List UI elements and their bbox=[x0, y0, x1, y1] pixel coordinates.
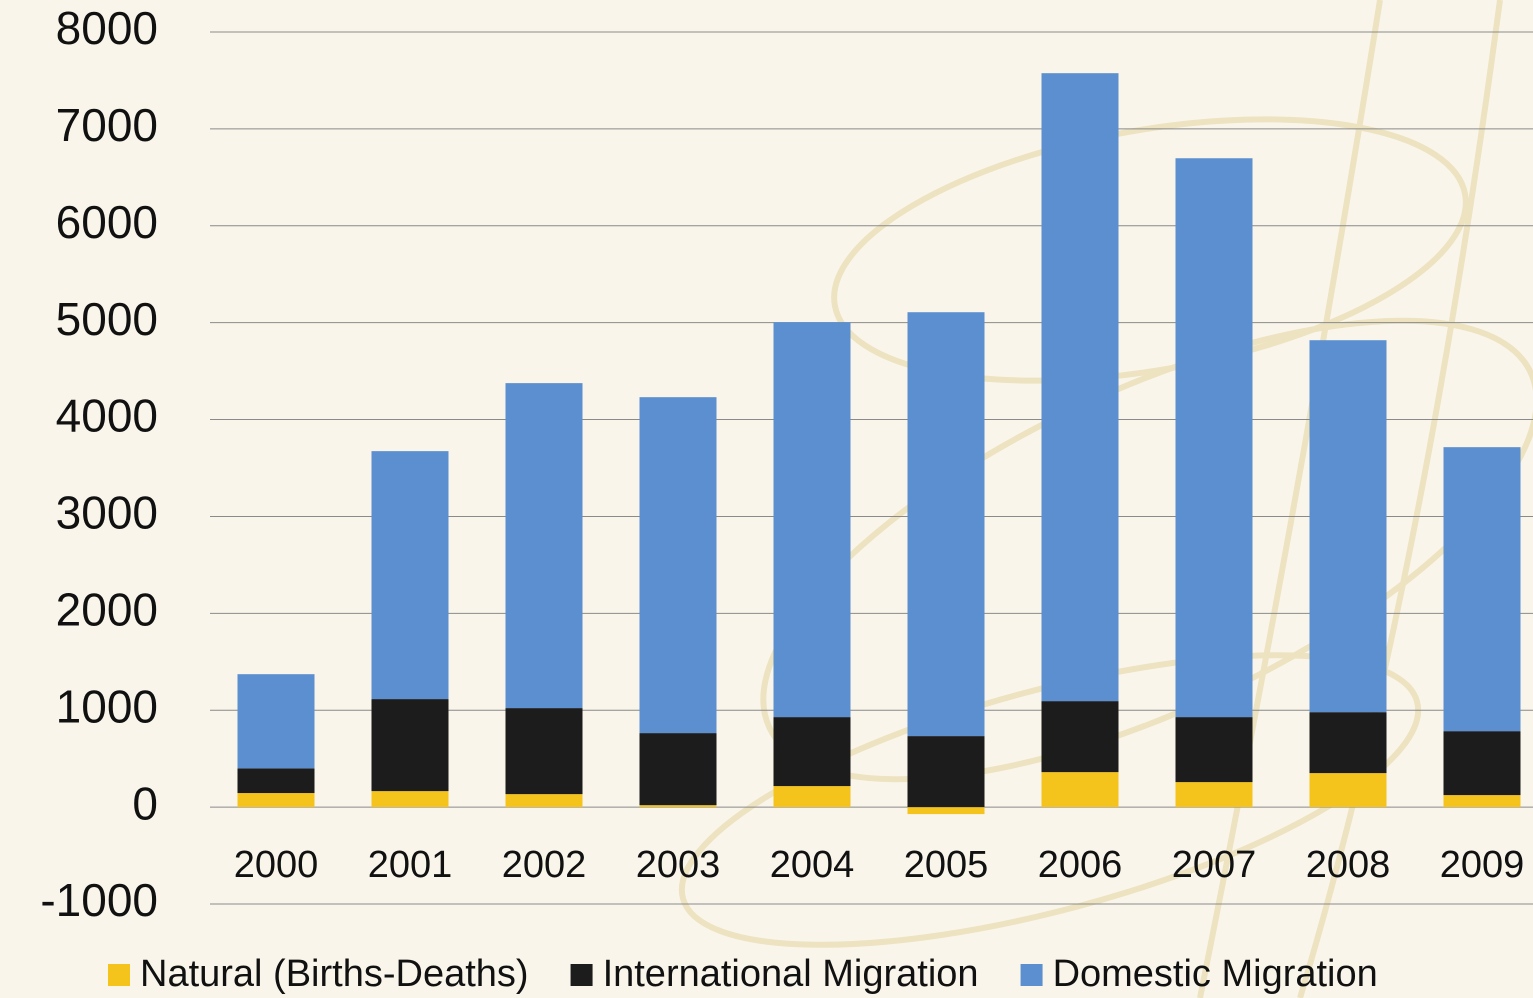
y-tick-label: 0 bbox=[132, 777, 158, 829]
y-tick-label: 4000 bbox=[56, 390, 158, 442]
x-tick-label: 2009 bbox=[1440, 844, 1525, 886]
bar-segment bbox=[237, 674, 315, 769]
bar-segment bbox=[1309, 773, 1387, 808]
bar-segment bbox=[505, 708, 583, 795]
legend-swatch bbox=[570, 964, 593, 986]
bar-segment bbox=[1443, 447, 1521, 732]
bar-segment bbox=[639, 397, 717, 734]
x-tick-label: 2003 bbox=[636, 844, 721, 886]
x-tick-label: 2007 bbox=[1172, 844, 1257, 886]
bar-segment bbox=[907, 736, 985, 808]
bar-segment bbox=[1175, 717, 1253, 783]
y-tick-label: 1000 bbox=[56, 680, 158, 732]
bar-segment bbox=[1443, 795, 1521, 808]
x-tick-label: 2008 bbox=[1306, 844, 1391, 886]
bar-segment bbox=[1041, 73, 1119, 702]
bar-segment bbox=[1041, 772, 1119, 808]
bar-segment bbox=[1175, 782, 1253, 808]
bar-segment bbox=[907, 807, 985, 815]
x-tick-label: 2006 bbox=[1038, 844, 1123, 886]
legend-label: Domestic Migration bbox=[1053, 953, 1378, 995]
y-tick-label: 3000 bbox=[56, 487, 158, 539]
bar-segment bbox=[1041, 701, 1119, 773]
bar-segment bbox=[1443, 731, 1521, 796]
legend-swatch bbox=[108, 964, 130, 986]
x-tick-label: 2001 bbox=[368, 844, 453, 886]
y-tick-label: 6000 bbox=[56, 196, 158, 248]
y-tick-label: 5000 bbox=[56, 293, 158, 345]
y-tick-label: 8000 bbox=[56, 2, 158, 54]
x-tick-label: 2004 bbox=[770, 844, 855, 886]
bar-segment bbox=[237, 768, 315, 794]
bar-segment bbox=[773, 322, 851, 718]
legend-swatch bbox=[1020, 964, 1043, 986]
bar-segment bbox=[1309, 712, 1387, 774]
bar-segment bbox=[371, 791, 449, 808]
x-tick-label: 2002 bbox=[502, 844, 587, 886]
x-tick-label: 2005 bbox=[904, 844, 989, 886]
bar-segment bbox=[639, 805, 717, 808]
bar-segment bbox=[505, 383, 583, 709]
bar-segment bbox=[773, 786, 851, 808]
bar-segment bbox=[371, 699, 449, 792]
bar-segment bbox=[371, 451, 449, 700]
bar-segment bbox=[907, 312, 985, 737]
bar-segment bbox=[237, 793, 315, 808]
bar-segment bbox=[1309, 340, 1387, 713]
bar-segment bbox=[639, 733, 717, 806]
bar-segment bbox=[773, 717, 851, 787]
y-tick-label: -1000 bbox=[40, 874, 158, 926]
bar-segment bbox=[505, 794, 583, 808]
x-tick-label: 2000 bbox=[234, 844, 319, 886]
y-tick-label: 7000 bbox=[56, 99, 158, 151]
legend-label: International Migration bbox=[603, 953, 979, 995]
legend-label: Natural (Births-Deaths) bbox=[140, 953, 529, 995]
y-tick-label: 2000 bbox=[56, 583, 158, 635]
bar-segment bbox=[1175, 158, 1253, 718]
